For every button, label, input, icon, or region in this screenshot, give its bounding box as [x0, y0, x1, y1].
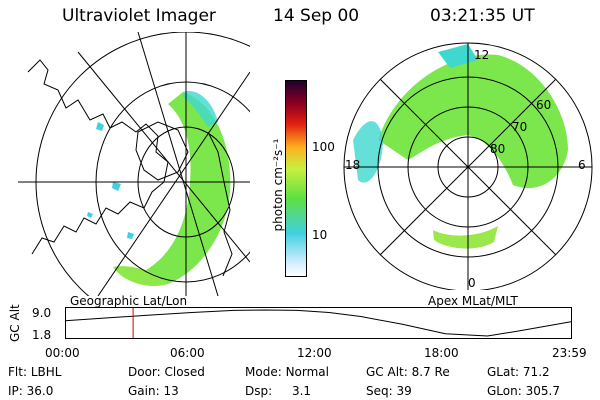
info-glat: GLat: 71.2	[487, 365, 550, 379]
coastline	[27, 59, 169, 255]
timeline-ymin: 1.8	[32, 328, 52, 342]
oval-emission-south	[433, 226, 498, 249]
timeline-axis-title: GC Alt	[8, 304, 22, 342]
geographic-label: Geographic Lat/Lon	[70, 294, 188, 308]
info-dsp: Dsp: 3.1	[245, 384, 312, 398]
gc-alt-value: 8.7 Re	[411, 365, 450, 379]
ring-label-70: 70	[512, 120, 528, 134]
glon-value: 305.7	[525, 384, 560, 398]
coastline-east	[207, 131, 233, 277]
date-label: 14 Sep 00	[273, 6, 360, 26]
colorbar-tick-10: 10	[312, 228, 328, 242]
info-gc-alt: GC Alt: 8.7 Re	[366, 365, 450, 379]
x-tick-1200: 12:00	[297, 346, 332, 360]
colorbar-label: photon cm⁻²s⁻¹	[271, 138, 285, 232]
x-tick-2359: 23:59	[552, 346, 587, 360]
apex-label: Apex MLat/MLT	[428, 294, 518, 308]
info-gain: Gain: 13	[128, 384, 179, 398]
instrument-title: Ultraviolet Imager	[62, 6, 216, 26]
altitude-curve	[65, 309, 572, 337]
filter-value: LBHL	[30, 365, 62, 379]
dsp-value: 3.1	[291, 384, 312, 398]
mlt-label-18: 18	[345, 158, 361, 172]
geographic-map	[18, 32, 250, 296]
info-door: Door: Closed	[128, 365, 205, 379]
door-value: Closed	[164, 365, 205, 379]
x-tick-0600: 06:00	[170, 346, 205, 360]
colorbar	[285, 80, 307, 277]
mlt-label-6: 6	[578, 158, 586, 172]
mlt-label-0: 0	[468, 276, 476, 290]
polar-map	[343, 42, 593, 290]
seq-value: 39	[396, 384, 412, 398]
colorbar-tick-100: 100	[312, 140, 335, 154]
ip-value: 36.0	[26, 384, 54, 398]
info-filter: Flt: LBHL	[8, 365, 62, 379]
timeline-ymax: 9.0	[32, 306, 52, 320]
info-ip: IP: 36.0	[8, 384, 54, 398]
auroral-emission-west	[146, 92, 231, 284]
gain-value: 13	[163, 384, 179, 398]
x-tick-0000: 00:00	[45, 346, 80, 360]
oval-emission	[378, 54, 568, 189]
polar-grid	[343, 42, 593, 290]
mlt-label-12: 12	[474, 48, 490, 62]
timeline-plot	[65, 307, 572, 339]
ring-label-60: 60	[536, 98, 552, 112]
glat-value: 71.2	[522, 365, 550, 379]
info-mode: Mode: Normal	[245, 365, 329, 379]
ring-label-80: 80	[490, 142, 506, 156]
auroral-emission-north	[183, 91, 218, 127]
time-label: 03:21:35 UT	[430, 6, 535, 26]
coastline-greenland	[135, 121, 189, 181]
auroral-emission-south	[113, 266, 168, 287]
info-glon: GLon: 305.7	[487, 384, 560, 398]
lat-lon-grid	[18, 32, 250, 296]
auroral-speckle	[87, 122, 134, 239]
info-seq: Seq: 39	[366, 384, 412, 398]
mode-value: Normal	[285, 365, 329, 379]
x-tick-1800: 18:00	[424, 346, 459, 360]
